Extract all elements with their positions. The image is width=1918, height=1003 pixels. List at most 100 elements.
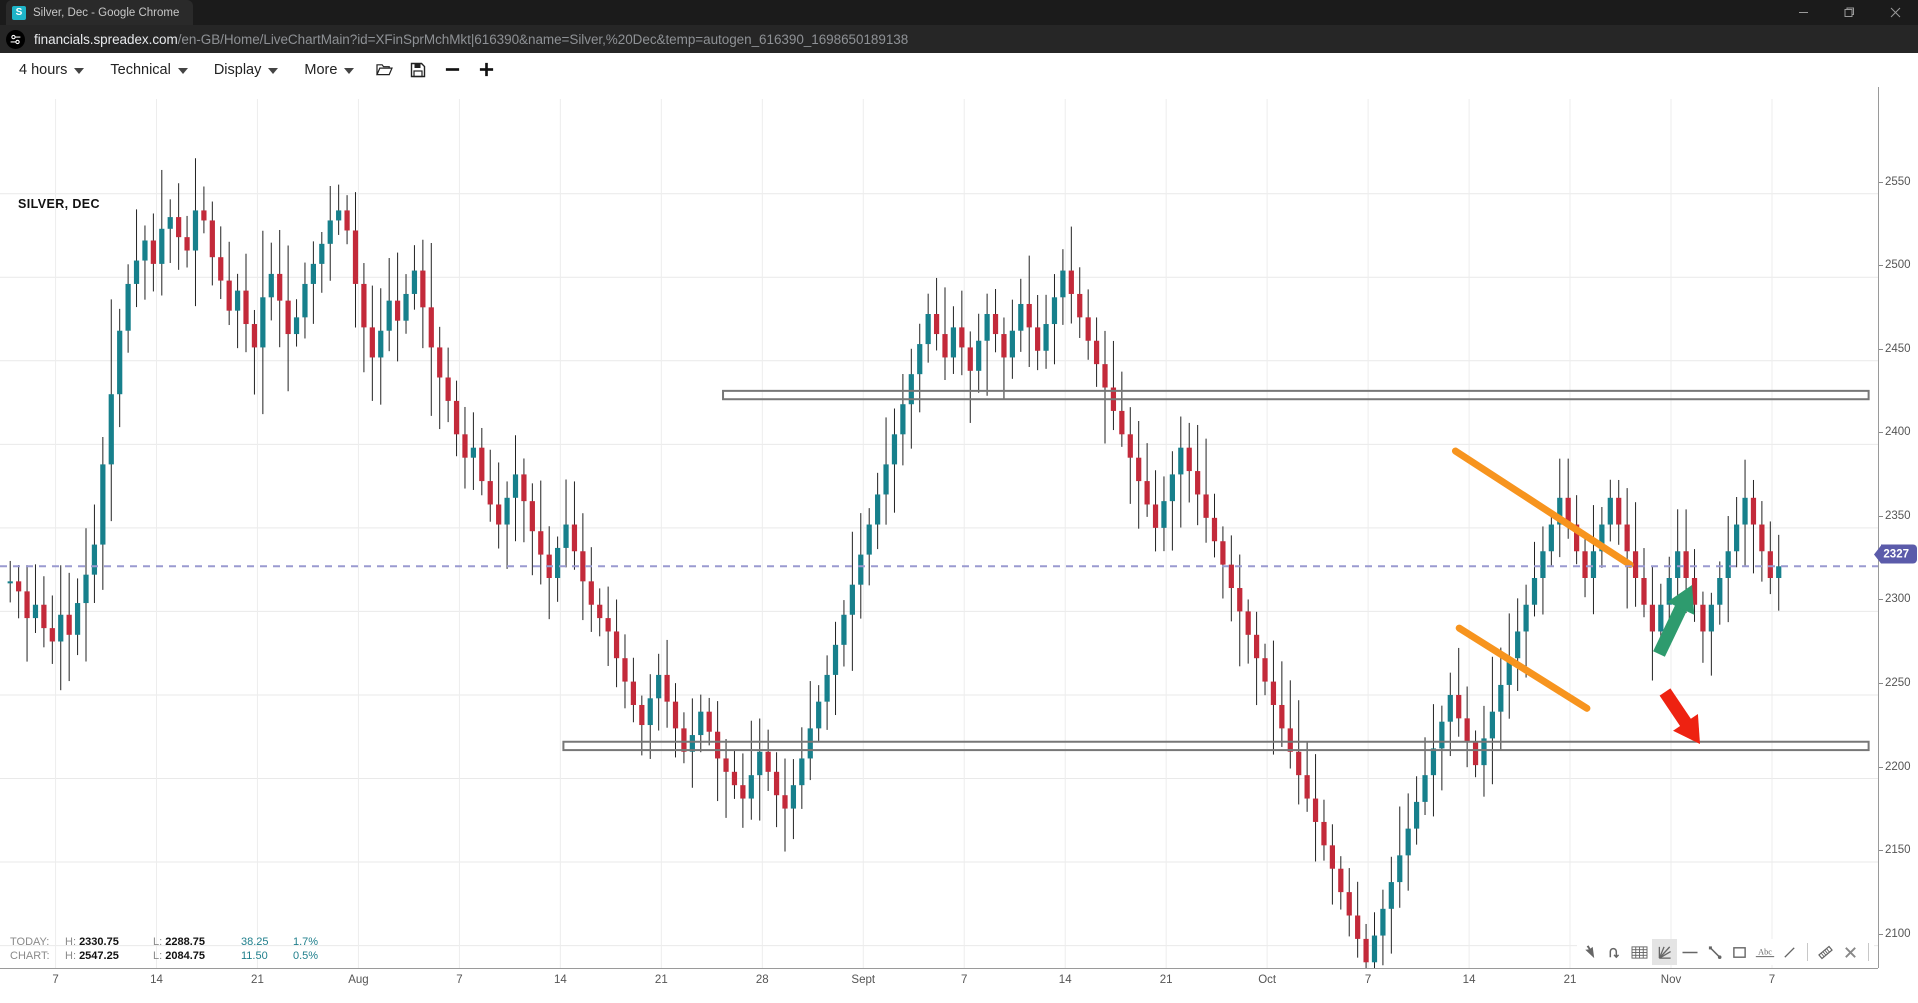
- maximize-button[interactable]: [1826, 0, 1872, 25]
- delete-drawings-button[interactable]: [1838, 939, 1863, 965]
- time-axis[interactable]: 7 14 21 Aug 7 14 21 28 Sept 7 14 21 Oct 7 14 21 Nov 7: [0, 968, 1918, 1003]
- cursor-arrow-tool[interactable]: [1577, 939, 1602, 965]
- zoom-out-button[interactable]: [435, 53, 469, 87]
- chevron-down-icon: [74, 67, 85, 74]
- chart-title: SILVER, DEC: [18, 197, 100, 211]
- timeframe-menu[interactable]: 4 hours: [6, 53, 97, 87]
- minimize-button[interactable]: [1780, 0, 1826, 25]
- time-axis-label: 21: [251, 974, 264, 986]
- address-bar[interactable]: financials.spreadex.com/en-GB/Home/LiveC…: [34, 32, 908, 47]
- grid-table-icon: [1631, 945, 1648, 959]
- plus-icon: [479, 62, 494, 77]
- chart-plot-area[interactable]: [0, 87, 1878, 1003]
- site-favicon: S: [12, 5, 26, 20]
- time-axis-line: [0, 968, 1878, 969]
- price-axis-label: 2200: [1885, 760, 1911, 773]
- eraser-tool[interactable]: [1813, 939, 1838, 965]
- zoom-in-button[interactable]: [469, 53, 503, 87]
- omnibox-row: financials.spreadex.com/en-GB/Home/LiveC…: [0, 25, 1918, 53]
- folder-open-icon: [375, 64, 393, 76]
- price-tick: [1879, 850, 1883, 852]
- price-axis-label: 2550: [1885, 175, 1911, 188]
- time-axis-label: 7: [1364, 974, 1372, 986]
- price-tick: [1879, 933, 1883, 935]
- price-tick: [1879, 766, 1883, 768]
- url-path: /en-GB/Home/LiveChartMain?id=XFinSprMchM…: [177, 31, 909, 47]
- more-label: More: [304, 61, 338, 78]
- price-axis-label: 2400: [1885, 426, 1911, 439]
- site-settings-button[interactable]: [6, 29, 25, 49]
- price-axis-label: 2100: [1885, 927, 1911, 940]
- time-axis-label: Sept: [851, 974, 876, 986]
- curve-tool-icon: [1609, 947, 1619, 958]
- restore-icon: [1844, 7, 1854, 17]
- price-tick: [1879, 515, 1883, 517]
- time-axis-label: 21: [1563, 974, 1577, 986]
- current-price-value: 2327: [1881, 544, 1917, 564]
- svg-text:Abc: Abc: [1758, 947, 1772, 956]
- time-axis-label: 21: [1159, 974, 1173, 986]
- price-badge-notch: [1874, 545, 1882, 564]
- minus-icon: [445, 68, 460, 71]
- window-controls: [1780, 0, 1918, 25]
- time-axis-label: 7: [1768, 974, 1776, 986]
- price-tick: [1879, 682, 1883, 684]
- price-tick: [1879, 181, 1883, 183]
- chrome-tab-strip: S Silver, Dec - Google Chrome: [0, 0, 194, 25]
- curve-tool[interactable]: [1602, 939, 1627, 965]
- price-axis-label: 2350: [1885, 509, 1911, 522]
- grid-table-tool[interactable]: [1627, 939, 1652, 965]
- price-axis-label: 2150: [1885, 844, 1911, 857]
- diagonal-line-tool[interactable]: [1777, 939, 1802, 965]
- chart-label: CHART:: [10, 950, 50, 962]
- time-axis-label: Oct: [1258, 974, 1277, 986]
- bullish-breakout-arrow: [1653, 585, 1695, 657]
- fan-lines-tool[interactable]: [1652, 939, 1677, 965]
- open-chart-button[interactable]: [367, 53, 401, 87]
- trend-line-icon: [1708, 945, 1721, 959]
- diagonal-line-icon: [1784, 946, 1795, 958]
- text-tool[interactable]: Abc: [1752, 939, 1777, 965]
- rectangle-tool[interactable]: [1727, 939, 1752, 965]
- chart-change-pct: 0.5%: [293, 950, 319, 962]
- chart-app-toolbar: 4 hours Technical Display More: [0, 53, 1918, 87]
- time-axis-label: 7: [456, 974, 463, 986]
- price-axis-label: 2450: [1885, 342, 1911, 355]
- minimize-icon: [1798, 12, 1808, 13]
- time-axis-label: 14: [1462, 974, 1476, 986]
- price-tick: [1879, 348, 1883, 350]
- time-axis-label: 14: [150, 974, 163, 986]
- price-tick: [1879, 432, 1883, 434]
- today-change-pct: 1.7%: [293, 936, 319, 948]
- horizontal-line-tool[interactable]: [1677, 939, 1702, 965]
- tab-title: Silver, Dec - Google Chrome: [33, 6, 180, 19]
- today-label: TODAY:: [10, 936, 50, 948]
- more-menu[interactable]: More: [291, 53, 367, 87]
- drawing-toolbar[interactable]: Abc: [1577, 939, 1874, 965]
- chart-low: L: 2084.75: [153, 950, 206, 962]
- display-label: Display: [213, 61, 262, 78]
- today-high: H: 2330.75: [65, 936, 119, 948]
- eraser-icon: [1818, 945, 1833, 959]
- close-icon: [1890, 7, 1900, 18]
- live-chart[interactable]: SILVER, DEC 2550 2500 2450 2400 2350 2300 2250…: [0, 87, 1918, 1003]
- price-axis-label: 2300: [1885, 593, 1911, 606]
- price-readout: TODAY: H: 2330.75 L: 2288.75 38.25 1.7% …: [10, 935, 318, 963]
- delete-x-icon: [1845, 946, 1856, 958]
- fan-lines-icon: [1658, 945, 1671, 959]
- time-axis-label: 21: [654, 974, 668, 986]
- time-axis-label: 28: [755, 974, 769, 986]
- chrome-tab[interactable]: S Silver, Dec - Google Chrome: [6, 0, 194, 25]
- price-axis[interactable]: 2550 2500 2450 2400 2350 2300 2250 2200 2150 2100: [1878, 87, 1918, 1003]
- chevron-down-icon: [268, 67, 279, 74]
- save-chart-button[interactable]: [401, 53, 435, 87]
- timeframe-label: 4 hours: [19, 61, 68, 78]
- close-window-button[interactable]: [1872, 0, 1918, 25]
- chevron-down-icon: [177, 67, 188, 74]
- technical-menu[interactable]: Technical: [97, 53, 200, 87]
- time-axis-label: Aug: [348, 974, 369, 986]
- display-menu[interactable]: Display: [201, 53, 292, 87]
- today-change: 38.25: [241, 936, 269, 948]
- trend-line-tool[interactable]: [1702, 939, 1727, 965]
- chart-change: 11.50: [241, 950, 268, 962]
